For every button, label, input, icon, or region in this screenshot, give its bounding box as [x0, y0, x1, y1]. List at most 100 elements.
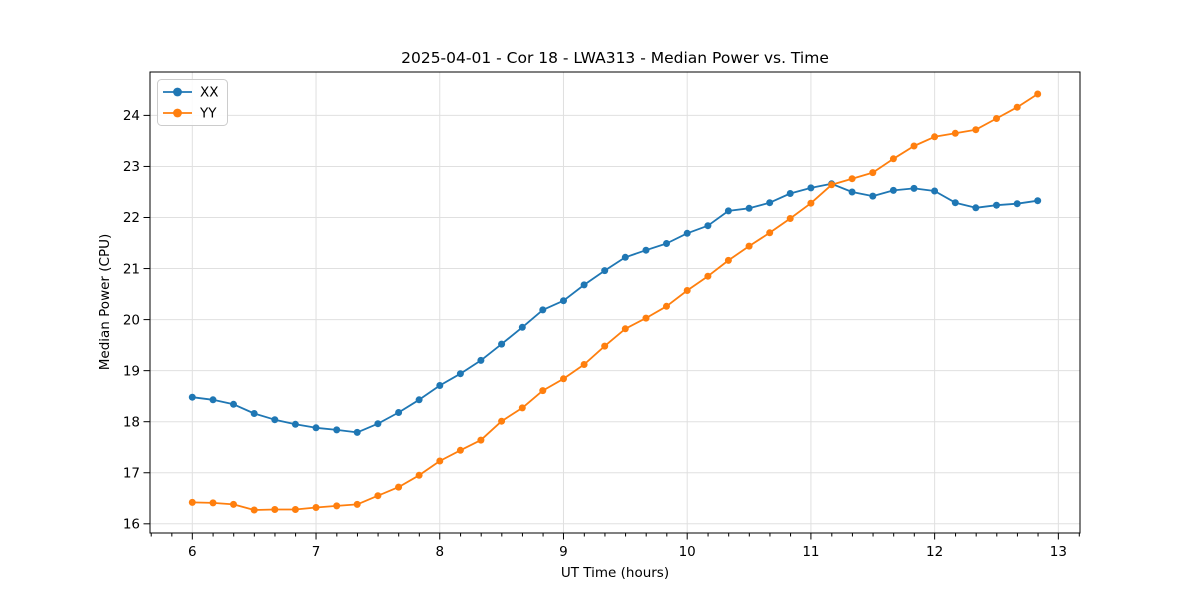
data-point — [436, 382, 444, 389]
data-point — [188, 393, 196, 401]
x-tick-label: 13 — [1050, 544, 1067, 560]
data-point — [333, 426, 341, 434]
data-point — [828, 181, 836, 189]
y-tick-label: 16 — [123, 517, 140, 533]
data-point — [621, 253, 629, 261]
y-tick-label: 18 — [123, 414, 140, 430]
data-series — [188, 90, 1042, 514]
data-point — [498, 417, 506, 425]
data-point — [724, 256, 732, 264]
data-point — [518, 404, 526, 412]
data-point — [786, 215, 794, 222]
data-point — [188, 498, 196, 506]
data-point — [209, 396, 217, 404]
data-point — [601, 342, 609, 350]
data-point — [230, 500, 237, 508]
legend-label-xx: XX — [200, 85, 219, 101]
data-point — [374, 492, 382, 500]
y-tick-label: 22 — [123, 210, 140, 226]
data-point — [456, 370, 464, 378]
data-point — [683, 229, 691, 237]
data-point — [766, 229, 774, 237]
data-point — [353, 428, 361, 436]
x-tick-label: 9 — [559, 544, 568, 560]
data-point — [745, 242, 753, 250]
legend: XX YY — [157, 79, 228, 126]
data-point — [993, 201, 1000, 209]
x-axis-label: UT Time (hours) — [561, 565, 669, 581]
data-point — [663, 240, 670, 247]
data-point — [951, 129, 959, 137]
y-tick-label: 19 — [123, 363, 140, 379]
data-point — [683, 287, 691, 294]
legend-entry-yy: YY — [163, 106, 217, 122]
data-point — [931, 133, 939, 141]
legend-marker-yy — [173, 108, 182, 118]
data-point — [848, 188, 856, 196]
data-point — [1013, 200, 1021, 208]
data-point — [560, 297, 567, 305]
data-point — [374, 420, 382, 428]
data-point — [951, 199, 959, 207]
data-point — [972, 126, 980, 134]
x-tick-label: 12 — [926, 544, 943, 560]
data-point — [333, 502, 341, 510]
data-point — [704, 222, 712, 230]
y-tick-label: 20 — [123, 312, 140, 328]
data-point — [910, 184, 918, 192]
legend-label-yy: YY — [199, 106, 217, 122]
data-point — [786, 190, 794, 197]
data-point — [477, 356, 485, 364]
data-point — [642, 314, 650, 322]
data-point — [456, 446, 464, 454]
data-point — [745, 204, 753, 212]
data-point — [353, 500, 361, 508]
legend-entry-xx: XX — [163, 85, 219, 101]
series-yy — [188, 90, 1042, 514]
data-point — [415, 396, 423, 404]
data-point — [539, 306, 547, 314]
data-point — [250, 506, 258, 514]
data-point — [601, 267, 609, 275]
gridlines — [150, 72, 1080, 533]
data-point — [889, 186, 897, 194]
axis-ticks — [143, 114, 1080, 540]
y-tick-label: 24 — [123, 108, 140, 124]
data-point — [539, 387, 547, 395]
data-point — [869, 192, 877, 200]
data-point — [271, 416, 279, 424]
data-point — [807, 199, 815, 207]
data-point — [477, 436, 485, 444]
data-point — [271, 506, 279, 513]
y-tick-label: 23 — [123, 159, 140, 175]
data-point — [312, 504, 320, 511]
data-point — [230, 400, 237, 408]
data-point — [518, 323, 526, 331]
data-point — [807, 184, 815, 192]
data-point — [642, 246, 650, 254]
x-tick-label: 8 — [435, 544, 444, 560]
data-point — [972, 204, 980, 212]
y-tick-label: 21 — [123, 261, 140, 277]
legend-marker-xx — [173, 87, 182, 97]
series-xx — [188, 180, 1042, 436]
x-tick-label: 11 — [802, 544, 819, 560]
series-line — [192, 182, 1038, 434]
data-point — [621, 325, 629, 333]
data-point — [580, 281, 588, 289]
axis-tick-labels: 6 7 8 9 10 11 12 13 16 17 18 19 20 21 22 23 24 — [123, 108, 1067, 560]
data-point — [250, 410, 258, 417]
data-point — [993, 115, 1000, 122]
data-point — [848, 175, 856, 183]
chart-title: 2025-04-01 - Cor 18 - LWA313 - Median Po… — [401, 49, 829, 67]
data-point — [209, 499, 217, 507]
data-point — [395, 409, 403, 416]
data-point — [395, 483, 403, 491]
data-point — [704, 272, 712, 280]
data-point — [1013, 103, 1021, 111]
y-tick-label: 17 — [123, 465, 140, 481]
x-tick-label: 7 — [312, 544, 321, 560]
data-point — [869, 169, 877, 177]
y-axis-label: Median Power (CPU) — [97, 234, 113, 370]
